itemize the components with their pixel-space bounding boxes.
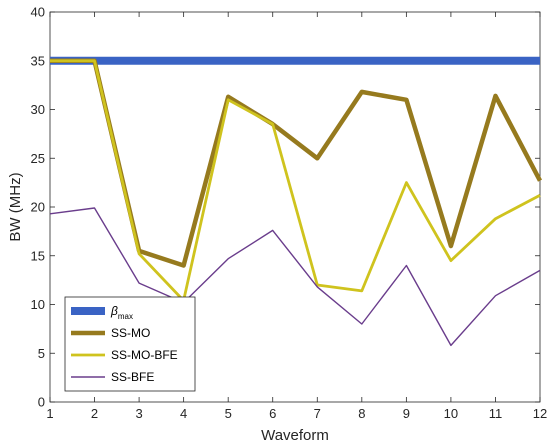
x-axis-label: Waveform: [261, 427, 329, 444]
x-tick-label: 3: [135, 406, 142, 421]
x-tick-label: 7: [314, 406, 321, 421]
y-tick-label: 30: [31, 102, 45, 117]
y-tick-label: 25: [31, 151, 45, 166]
x-tick-label: 10: [444, 406, 458, 421]
y-tick-label: 0: [38, 395, 45, 410]
x-tick-label: 9: [403, 406, 410, 421]
legend-entry-label: SS-MO: [111, 326, 150, 340]
y-axis-label: BW (MHz): [7, 172, 24, 241]
y-tick-label: 35: [31, 53, 45, 68]
y-tick-label: 40: [31, 5, 45, 20]
y-tick-label: 5: [38, 346, 45, 361]
y-tick-label: 20: [31, 200, 45, 215]
legend-entry-label: SS-BFE: [111, 370, 154, 384]
x-tick-label: 12: [533, 406, 547, 421]
x-tick-label: 8: [358, 406, 365, 421]
series-line-ss-bfe: [49, 207, 541, 347]
y-tick-label: 10: [31, 297, 45, 312]
x-tick-label: 2: [91, 406, 98, 421]
legend-entry-label: βmax: [110, 304, 133, 321]
series-line-ss-mo-bfe: [50, 59, 541, 303]
x-tick-label: 6: [269, 406, 276, 421]
y-tick-label: 15: [31, 248, 45, 263]
x-tick-label: 4: [180, 406, 187, 421]
x-tick-label: 11: [489, 406, 503, 421]
legend-entry-label: SS-MO-BFE: [111, 348, 178, 362]
x-tick-label: 1: [46, 406, 53, 421]
x-tick-label: 5: [225, 406, 232, 421]
